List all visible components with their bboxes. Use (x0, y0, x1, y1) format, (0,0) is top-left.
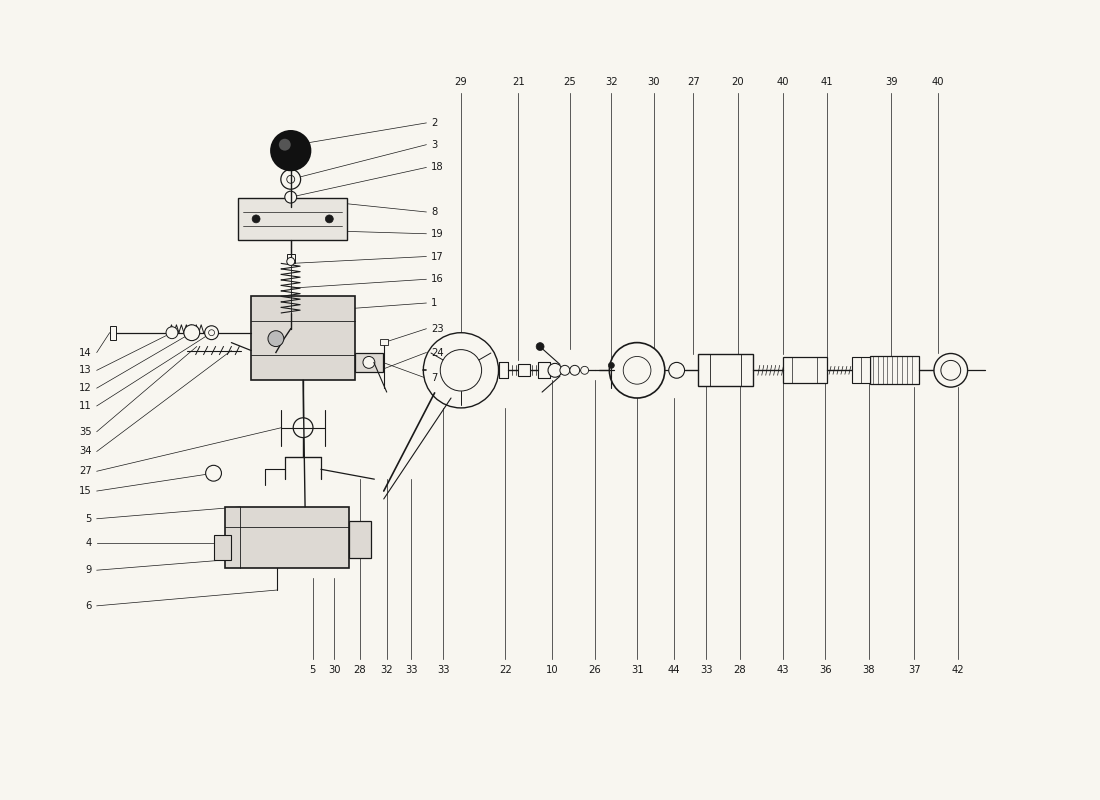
Circle shape (326, 215, 333, 223)
Circle shape (440, 350, 482, 391)
Text: 20: 20 (732, 78, 745, 87)
Text: 17: 17 (431, 251, 444, 262)
Bar (349, 521, 371, 558)
Bar (851, 358, 870, 383)
Text: 26: 26 (588, 666, 601, 675)
Text: 28: 28 (354, 666, 366, 675)
Text: 36: 36 (818, 666, 832, 675)
Circle shape (363, 357, 375, 368)
Text: 39: 39 (886, 78, 898, 87)
Text: 12: 12 (79, 383, 91, 393)
Text: 32: 32 (381, 666, 393, 675)
Bar (698, 354, 752, 386)
Text: 31: 31 (630, 666, 644, 675)
Bar (251, 296, 355, 380)
Text: 43: 43 (777, 666, 789, 675)
Text: 33: 33 (405, 666, 418, 675)
Circle shape (940, 361, 960, 380)
Text: 5: 5 (309, 666, 316, 675)
Text: 37: 37 (908, 666, 921, 675)
Circle shape (624, 357, 651, 384)
Text: 11: 11 (79, 401, 91, 411)
Text: 44: 44 (668, 666, 680, 675)
Circle shape (424, 333, 498, 408)
Text: 19: 19 (431, 229, 444, 238)
Text: 21: 21 (512, 78, 525, 87)
Text: 35: 35 (79, 426, 91, 437)
Circle shape (934, 354, 968, 387)
Text: 5: 5 (86, 514, 91, 524)
Circle shape (184, 325, 200, 341)
Circle shape (669, 362, 684, 378)
Circle shape (294, 418, 313, 438)
Text: 15: 15 (79, 486, 91, 496)
Text: 23: 23 (431, 324, 444, 334)
Text: 27: 27 (688, 78, 700, 87)
Text: 24: 24 (431, 347, 444, 358)
Text: 29: 29 (454, 78, 467, 87)
Bar (782, 358, 827, 383)
Circle shape (166, 326, 178, 338)
Text: 10: 10 (546, 666, 559, 675)
Circle shape (209, 330, 214, 336)
Text: 28: 28 (734, 666, 746, 675)
Bar (110, 326, 115, 340)
Text: 18: 18 (431, 162, 444, 173)
Text: 25: 25 (563, 78, 576, 87)
Text: 33: 33 (700, 666, 713, 675)
Circle shape (287, 258, 295, 266)
Text: 42: 42 (952, 666, 964, 675)
Text: 13: 13 (79, 366, 91, 375)
Text: 40: 40 (777, 78, 789, 87)
Bar (379, 338, 387, 345)
Circle shape (205, 326, 219, 340)
Bar (239, 198, 348, 240)
Text: 27: 27 (79, 466, 91, 476)
Text: 38: 38 (862, 666, 874, 675)
Text: 33: 33 (437, 666, 450, 675)
Text: 1: 1 (431, 298, 438, 308)
Text: 8: 8 (431, 207, 438, 217)
Text: 2: 2 (431, 118, 438, 128)
Text: 7: 7 (431, 374, 438, 383)
Text: 4: 4 (86, 538, 91, 549)
Circle shape (536, 342, 544, 350)
Circle shape (280, 170, 300, 190)
Text: 6: 6 (86, 601, 91, 611)
Circle shape (285, 191, 297, 203)
Circle shape (560, 366, 570, 375)
Text: 14: 14 (79, 347, 91, 358)
Circle shape (570, 366, 580, 375)
Text: 34: 34 (79, 446, 91, 457)
Text: 30: 30 (328, 666, 341, 675)
Circle shape (268, 330, 284, 346)
Bar (213, 534, 231, 560)
Circle shape (279, 138, 290, 150)
Bar (870, 357, 920, 384)
Text: 9: 9 (86, 566, 91, 575)
Circle shape (608, 362, 614, 368)
Circle shape (581, 366, 589, 374)
Text: 40: 40 (932, 78, 944, 87)
Text: 22: 22 (499, 666, 512, 675)
Circle shape (609, 342, 664, 398)
Text: 32: 32 (605, 78, 618, 87)
Circle shape (252, 215, 260, 223)
Circle shape (287, 175, 295, 183)
Text: 3: 3 (431, 140, 438, 150)
Text: 30: 30 (648, 78, 660, 87)
Circle shape (271, 131, 310, 170)
Bar (518, 364, 530, 376)
Bar (226, 507, 349, 568)
Text: 41: 41 (821, 78, 834, 87)
Text: 16: 16 (431, 274, 444, 284)
Circle shape (548, 363, 562, 378)
Bar (287, 254, 295, 263)
Bar (355, 353, 383, 372)
Circle shape (206, 466, 221, 481)
